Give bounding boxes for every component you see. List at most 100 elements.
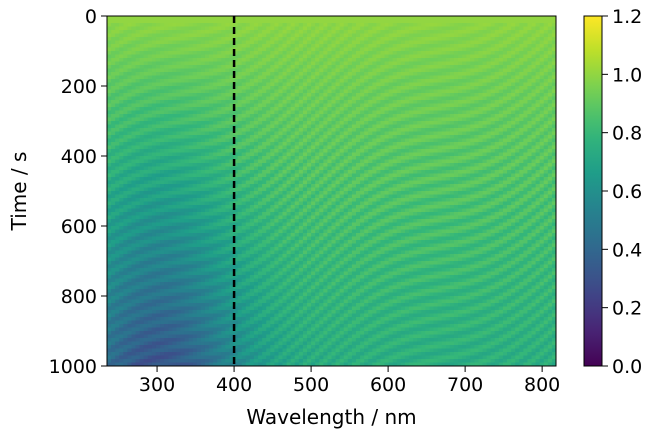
heatmap-cell	[115, 19, 120, 24]
heatmap-cell	[384, 149, 390, 154]
heatmap-cell	[400, 16, 406, 21]
heatmap-cell	[131, 156, 137, 161]
heatmap-cell	[400, 100, 406, 105]
heatmap-cell	[135, 145, 141, 150]
heatmap-cell	[462, 79, 467, 84]
heatmap-cell	[200, 68, 206, 73]
heatmap-cell	[143, 33, 149, 38]
heatmap-cell	[282, 93, 288, 98]
heatmap-cell	[343, 23, 349, 28]
heatmap-cell	[237, 145, 243, 150]
heatmap-cell	[282, 72, 288, 77]
heatmap-cell	[351, 159, 357, 164]
heatmap-cell	[417, 44, 422, 49]
heatmap-cell	[507, 65, 512, 70]
heatmap-cell	[531, 149, 537, 154]
heatmap-cell	[274, 110, 280, 115]
heatmap-cell	[237, 58, 243, 63]
heatmap-cell	[527, 149, 533, 154]
heatmap-cell	[180, 166, 186, 171]
heatmap-cell	[331, 23, 337, 28]
heatmap-cell	[486, 152, 492, 157]
heatmap-cell	[200, 135, 206, 140]
heatmap-cell	[413, 75, 418, 80]
heatmap-cell	[135, 23, 141, 28]
heatmap-cell	[449, 96, 455, 101]
heatmap-cell	[502, 145, 508, 150]
heatmap-cell	[315, 19, 320, 24]
heatmap-cell	[237, 152, 243, 157]
heatmap-cell	[111, 107, 116, 112]
heatmap-cell	[445, 61, 451, 66]
heatmap-cell	[355, 142, 361, 147]
heatmap-cell	[168, 173, 173, 178]
heatmap-cell	[429, 152, 435, 157]
heatmap-cell	[347, 135, 353, 140]
heatmap-cell	[270, 128, 275, 133]
heatmap-cell	[184, 156, 190, 161]
heatmap-cell	[176, 96, 182, 101]
heatmap-cell	[143, 166, 149, 171]
heatmap-cell	[425, 47, 431, 52]
heatmap-cell	[441, 86, 447, 91]
heatmap-cell	[425, 61, 431, 66]
heatmap-cell	[421, 156, 426, 161]
heatmap-cell	[400, 54, 406, 59]
heatmap-cell	[176, 72, 182, 77]
heatmap-cell	[380, 37, 386, 42]
heatmap-cell	[433, 124, 439, 129]
heatmap-cell	[384, 86, 390, 91]
heatmap-cell	[253, 103, 259, 108]
heatmap-cell	[413, 128, 418, 133]
heatmap-cell	[551, 93, 556, 98]
heatmap-cell	[343, 61, 349, 66]
heatmap-cell	[355, 166, 361, 171]
heatmap-cell	[486, 114, 492, 119]
heatmap-cell	[429, 114, 435, 119]
heatmap-cell	[388, 23, 394, 28]
heatmap-cell	[417, 58, 422, 63]
heatmap-cell	[425, 72, 431, 77]
heatmap-cell	[135, 89, 141, 94]
heatmap-cell	[229, 93, 235, 98]
heatmap-cell	[266, 131, 271, 136]
heatmap-cell	[286, 145, 292, 150]
heatmap-cell	[498, 47, 504, 52]
heatmap-cell	[347, 58, 353, 63]
heatmap-cell	[286, 152, 292, 157]
heatmap-cell	[368, 145, 373, 150]
heatmap-cell	[119, 149, 124, 154]
heatmap-cell	[143, 138, 149, 143]
heatmap-cell	[502, 149, 508, 154]
heatmap-cell	[482, 30, 488, 35]
heatmap-cell	[237, 117, 243, 122]
heatmap-cell	[502, 156, 508, 161]
heatmap-cell	[119, 93, 124, 98]
heatmap-cell	[302, 152, 308, 157]
heatmap-cell	[249, 44, 255, 49]
heatmap-cell	[547, 40, 553, 45]
heatmap-cell	[319, 86, 324, 91]
heatmap-cell	[111, 30, 116, 35]
heatmap-cell	[466, 37, 471, 42]
heatmap-cell	[335, 117, 341, 122]
heatmap-cell	[519, 163, 524, 168]
heatmap-cell	[168, 121, 173, 126]
heatmap-cell	[123, 33, 129, 38]
heatmap-cell	[131, 173, 137, 178]
heatmap-cell	[355, 40, 361, 45]
heatmap-cell	[245, 110, 251, 115]
heatmap-cell	[213, 89, 218, 94]
heatmap-cell	[241, 103, 247, 108]
heatmap-cell	[180, 170, 186, 175]
heatmap-cell	[302, 68, 308, 73]
heatmap-cell	[335, 58, 341, 63]
heatmap-cell	[519, 103, 524, 108]
heatmap-cell	[449, 30, 455, 35]
heatmap-cell	[131, 96, 137, 101]
heatmap-cell	[421, 107, 426, 112]
heatmap-cell	[160, 58, 165, 63]
heatmap-cell	[507, 40, 512, 45]
heatmap-cell	[507, 117, 512, 122]
heatmap-cell	[490, 128, 496, 133]
